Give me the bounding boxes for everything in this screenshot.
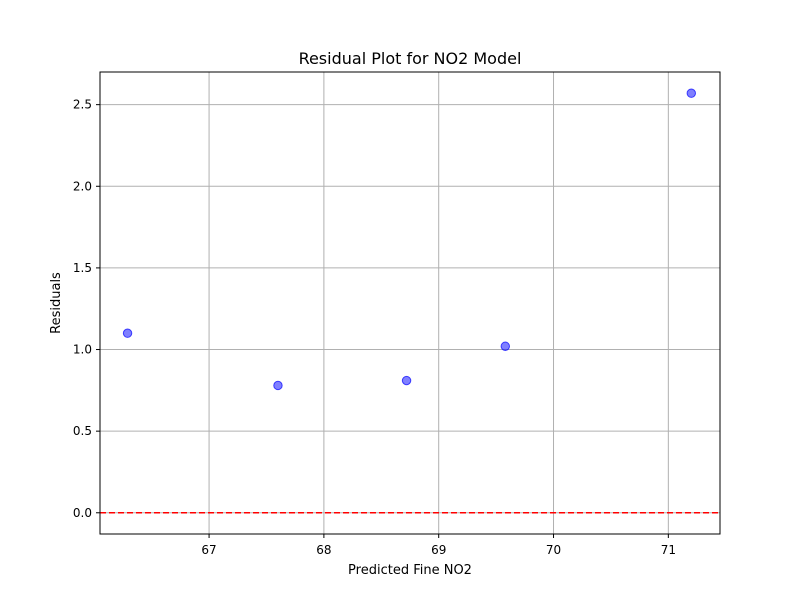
x-tick-label: 69: [431, 543, 446, 557]
x-tick-label: 70: [546, 543, 561, 557]
y-tick-label: 1.0: [73, 343, 92, 357]
y-axis-label: Residuals: [49, 272, 64, 334]
x-tick-label: 67: [201, 543, 216, 557]
y-tick-label: 0.5: [73, 424, 92, 438]
y-tick-label: 2.5: [73, 98, 92, 112]
scatter-point: [401, 375, 412, 386]
scatter-point: [686, 88, 696, 98]
plot-frame: [99, 71, 721, 535]
scatter-point: [273, 380, 283, 391]
y-tick-label: 0.0: [73, 506, 92, 520]
data-points: [122, 88, 696, 391]
scatter-point: [500, 341, 510, 351]
y-tick-label: 2.0: [73, 179, 92, 193]
grid: [100, 72, 720, 534]
chart-title: Residual Plot for NO2 Model: [299, 49, 522, 68]
scatter-point: [122, 328, 133, 338]
x-axis-label: Predicted Fine NO2: [348, 563, 472, 578]
axis-ticks: 67 68 69 70 71 0.0 0.5 1.0 1.5 2.0 2.5: [73, 98, 676, 557]
x-tick-label: 68: [316, 543, 331, 557]
y-tick-label: 1.5: [73, 261, 92, 275]
x-tick-label: 71: [661, 543, 676, 557]
